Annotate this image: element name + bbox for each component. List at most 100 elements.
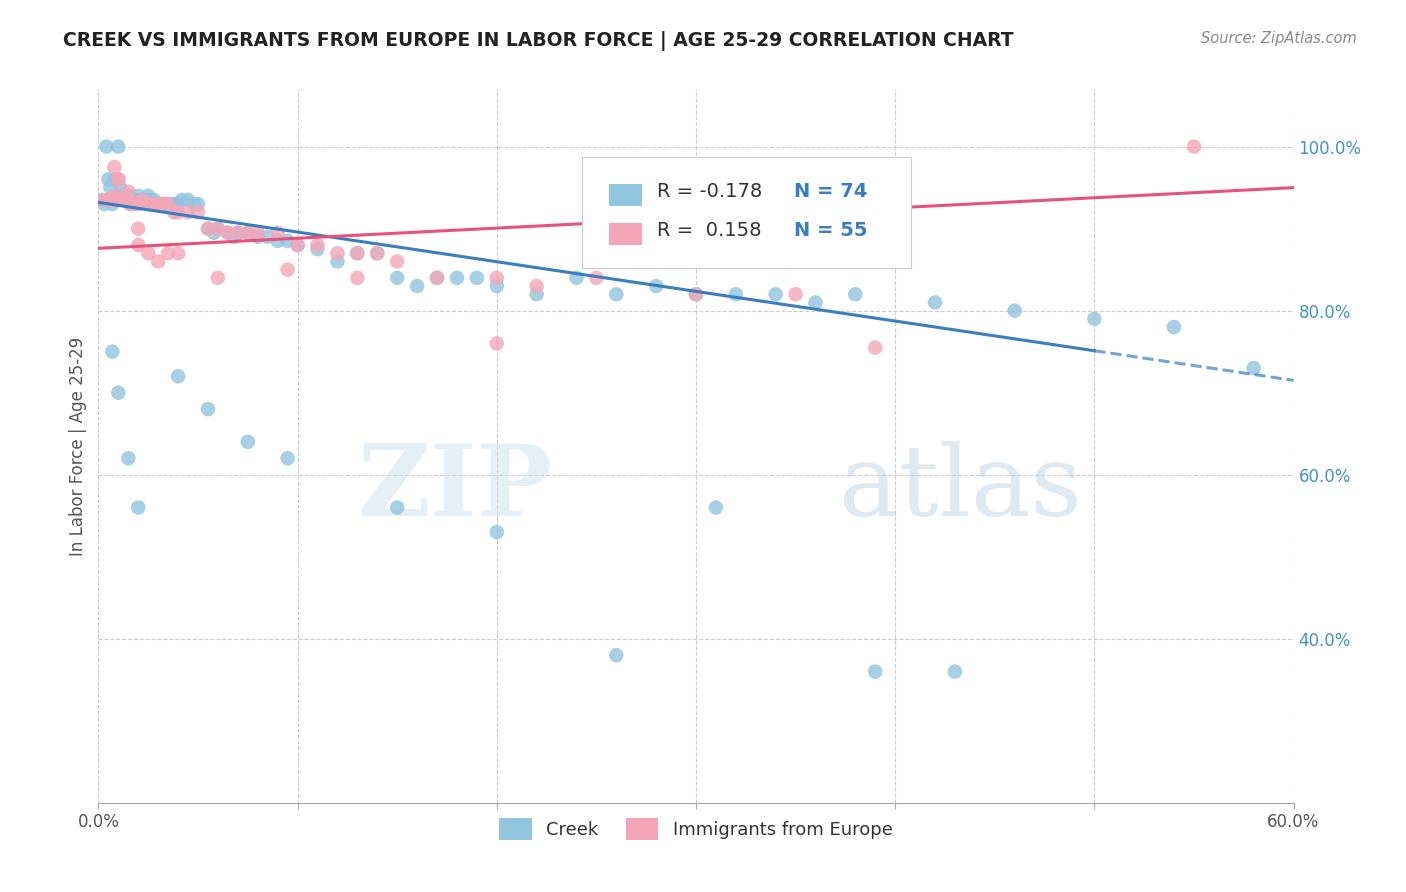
Point: [97, 172, 120, 186]
Point: [127, 189, 149, 203]
Point: [217, 226, 239, 240]
Point: [107, 172, 129, 186]
Text: R = -0.178: R = -0.178: [657, 182, 762, 201]
Point: [485, 525, 508, 540]
Point: [246, 230, 269, 244]
Point: [1083, 311, 1105, 326]
Point: [385, 500, 409, 515]
Point: [785, 287, 807, 301]
Text: R =  0.158: R = 0.158: [657, 221, 761, 240]
Point: [115, 193, 138, 207]
Point: [307, 238, 329, 252]
FancyBboxPatch shape: [609, 223, 643, 244]
Point: [277, 262, 299, 277]
Point: [167, 197, 190, 211]
Point: [236, 226, 259, 240]
Point: [136, 246, 159, 260]
Point: [136, 197, 159, 211]
Legend: Creek, Immigrants from Europe: Creek, Immigrants from Europe: [492, 811, 900, 847]
Point: [107, 172, 129, 186]
Point: [167, 205, 190, 219]
Point: [645, 279, 668, 293]
Point: [226, 226, 249, 240]
Point: [167, 369, 190, 384]
Point: [101, 193, 124, 207]
Point: [385, 270, 409, 285]
Point: [148, 197, 170, 211]
Point: [236, 226, 259, 240]
Point: [136, 189, 159, 203]
Point: [167, 246, 190, 260]
Point: [163, 205, 186, 219]
Point: [485, 336, 508, 351]
Point: [105, 189, 128, 203]
Point: [125, 193, 148, 207]
Point: [307, 242, 329, 256]
Point: [157, 197, 180, 211]
Point: [120, 197, 142, 211]
Point: [485, 270, 508, 285]
Text: Source: ZipAtlas.com: Source: ZipAtlas.com: [1201, 31, 1357, 46]
Point: [685, 287, 707, 301]
Point: [267, 234, 290, 248]
Point: [127, 221, 149, 235]
Point: [177, 205, 200, 219]
Point: [107, 139, 129, 153]
Point: [385, 254, 409, 268]
Point: [346, 246, 368, 260]
Y-axis label: In Labor Force | Age 25-29: In Labor Force | Age 25-29: [69, 336, 87, 556]
Point: [287, 238, 309, 252]
Point: [246, 226, 269, 240]
Point: [107, 385, 129, 400]
Point: [1004, 303, 1026, 318]
Point: [197, 402, 219, 417]
Point: [277, 234, 299, 248]
Point: [346, 270, 368, 285]
Point: [197, 221, 219, 235]
Point: [159, 197, 181, 211]
Text: N = 55: N = 55: [794, 221, 868, 240]
Point: [148, 197, 170, 211]
Point: [112, 193, 135, 207]
Point: [124, 197, 146, 211]
Point: [98, 180, 122, 194]
Point: [366, 246, 388, 260]
Point: [172, 193, 194, 207]
Point: [121, 193, 143, 207]
Point: [1182, 139, 1205, 153]
Point: [127, 500, 149, 515]
Text: CREEK VS IMMIGRANTS FROM EUROPE IN LABOR FORCE | AGE 25-29 CORRELATION CHART: CREEK VS IMMIGRANTS FROM EUROPE IN LABOR…: [63, 31, 1014, 51]
Text: atlas: atlas: [839, 441, 1083, 537]
Point: [131, 193, 153, 207]
Point: [157, 246, 180, 260]
Point: [131, 193, 153, 207]
FancyBboxPatch shape: [582, 157, 911, 268]
Point: [565, 270, 588, 285]
Point: [685, 287, 707, 301]
Point: [202, 226, 225, 240]
Point: [187, 205, 209, 219]
Point: [101, 197, 124, 211]
Point: [526, 279, 548, 293]
Point: [177, 193, 200, 207]
Point: [605, 287, 627, 301]
Point: [103, 189, 125, 203]
Point: [326, 254, 349, 268]
Point: [267, 226, 290, 240]
Point: [93, 197, 115, 211]
Point: [103, 160, 125, 174]
Point: [526, 287, 548, 301]
Point: [115, 193, 138, 207]
Point: [287, 238, 309, 252]
Point: [120, 197, 142, 211]
Point: [865, 665, 887, 679]
Point: [105, 193, 128, 207]
Point: [143, 193, 166, 207]
Point: [485, 279, 508, 293]
Point: [426, 270, 449, 285]
Point: [183, 197, 205, 211]
Point: [101, 344, 124, 359]
Point: [124, 197, 146, 211]
Point: [605, 648, 627, 662]
Point: [117, 189, 139, 203]
